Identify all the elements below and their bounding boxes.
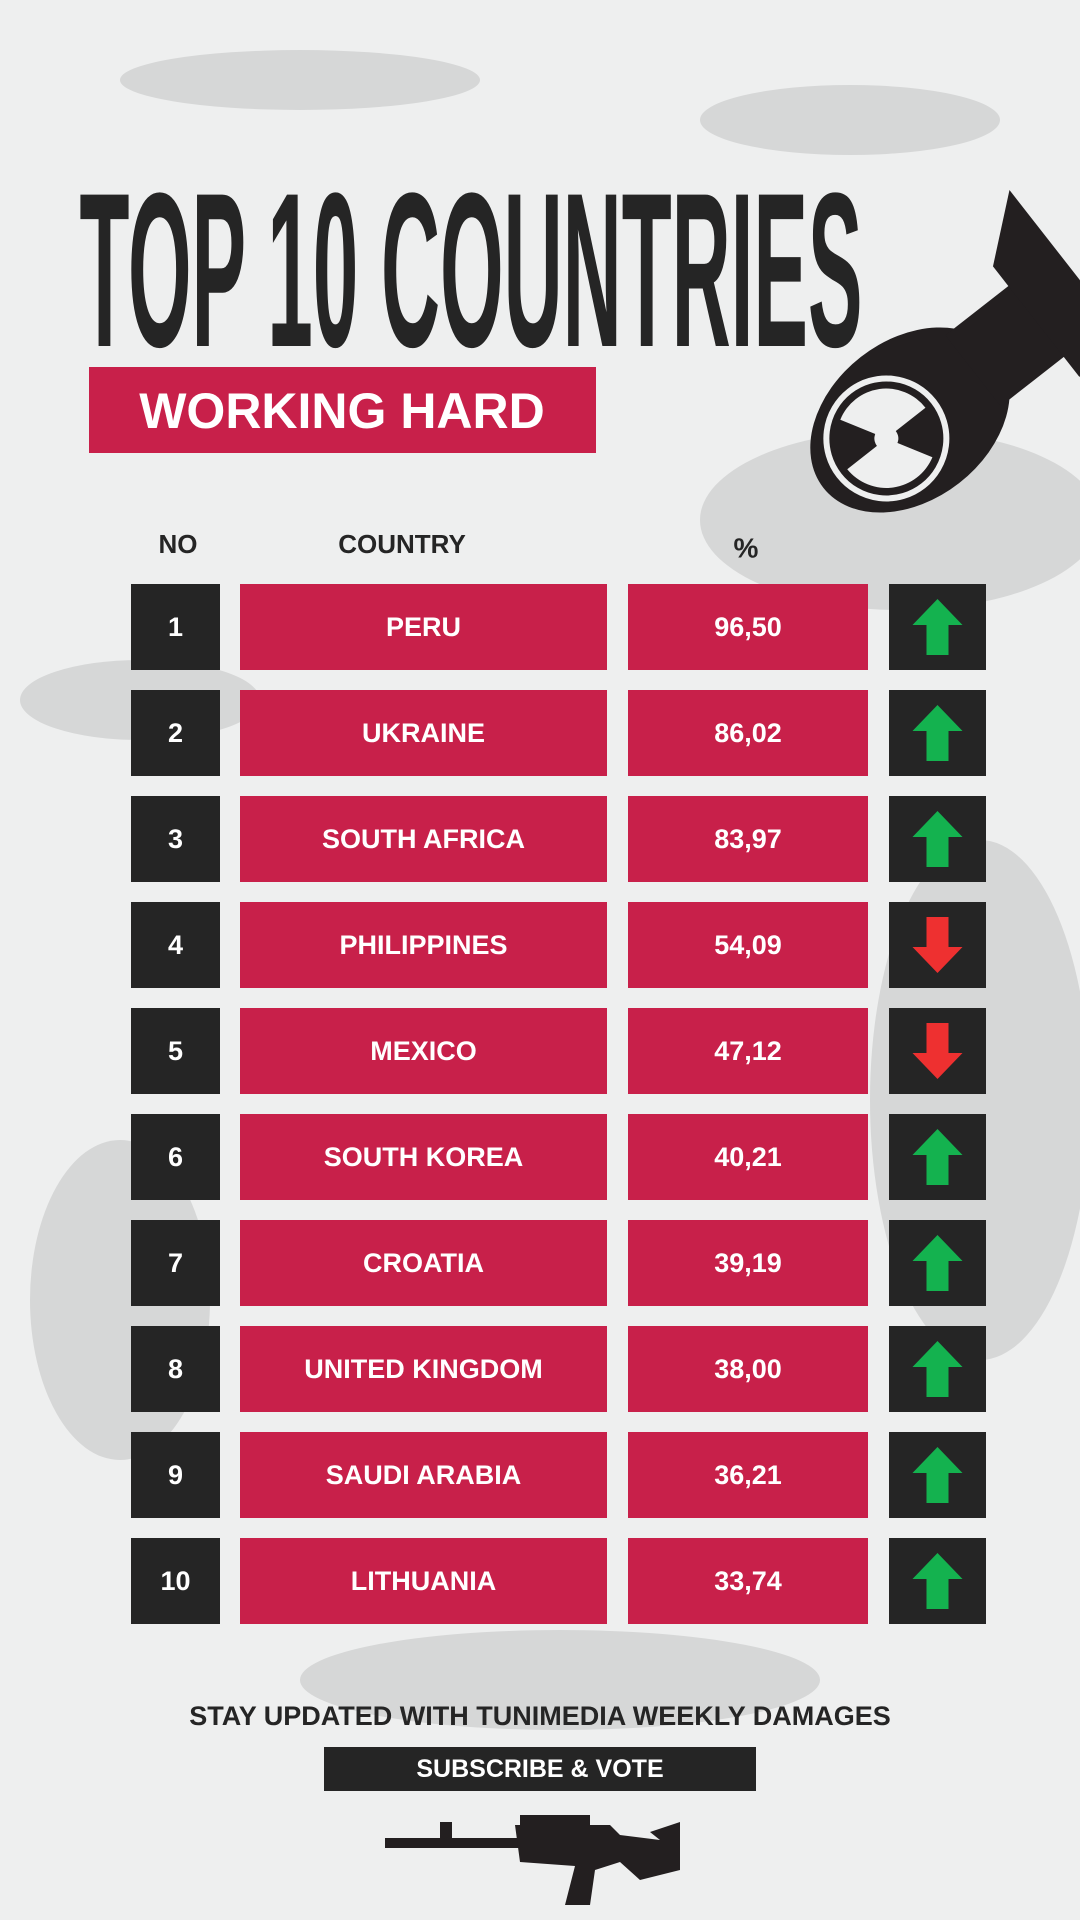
rank: 6 <box>168 1142 183 1172</box>
trend-arrow <box>912 811 963 867</box>
column-header: COUNTRY <box>338 529 466 559</box>
percent-cell <box>628 1114 868 1200</box>
percent: 54,09 <box>714 930 782 960</box>
percent: 47,12 <box>714 1036 782 1066</box>
rank: 10 <box>160 1566 190 1596</box>
rank-cell <box>131 1220 220 1306</box>
rifle-icon <box>385 1815 680 1905</box>
country: LITHUANIA <box>351 1566 496 1596</box>
rank-cell <box>131 796 220 882</box>
percent-cell <box>628 690 868 776</box>
trend-arrow <box>912 1023 963 1079</box>
trend-arrow <box>912 1129 963 1185</box>
percent: 86,02 <box>714 718 782 748</box>
rank: 4 <box>168 930 183 960</box>
trend-arrow <box>912 1553 963 1609</box>
country: CROATIA <box>363 1248 484 1278</box>
table-rows: 1 PERU 96,50 2 UKRAINE 86,02 3 SOUTH AFRICA 83,9… <box>131 584 986 1624</box>
rank: 7 <box>168 1248 183 1278</box>
percent-cell <box>628 796 868 882</box>
country: SOUTH KOREA <box>324 1142 524 1172</box>
percent-cell <box>628 902 868 988</box>
rank-cell <box>131 1538 220 1624</box>
percent-cell <box>628 1538 868 1624</box>
country: MEXICO <box>370 1036 477 1066</box>
column-header: NO <box>159 529 198 559</box>
country: UNITED KINGDOM <box>304 1354 543 1384</box>
rank: 3 <box>168 824 183 854</box>
trend-arrow <box>912 917 963 973</box>
rank: 1 <box>168 612 183 642</box>
trend-arrow <box>912 1235 963 1291</box>
subscribe-label[interactable]: SUBSCRIBE & VOTE <box>416 1755 663 1783</box>
rank-cell <box>131 1008 220 1094</box>
country-cell <box>240 902 607 988</box>
country: SOUTH AFRICA <box>322 824 525 854</box>
country-cell <box>240 1008 607 1094</box>
country-cell <box>240 584 607 670</box>
percent-cell <box>628 1326 868 1412</box>
percent: 38,00 <box>714 1354 782 1384</box>
percent-cell <box>628 1008 868 1094</box>
country-cell <box>240 1114 607 1200</box>
percent: 33,74 <box>714 1566 782 1596</box>
rank-cell <box>131 690 220 776</box>
percent: 40,21 <box>714 1142 782 1172</box>
rank-cell <box>131 584 220 670</box>
rank: 5 <box>168 1036 183 1066</box>
subscribe-button[interactable] <box>324 1747 756 1791</box>
trend-arrow <box>912 599 963 655</box>
subtitle-box <box>89 367 596 453</box>
percent-cell <box>628 1220 868 1306</box>
country-cell <box>240 1326 607 1412</box>
footer-text: STAY UPDATED WITH TUNIMEDIA WEEKLY DAMAG… <box>189 1701 891 1731</box>
percent: 39,19 <box>714 1248 782 1278</box>
trend-arrow <box>912 705 963 761</box>
trend-arrow <box>912 1341 963 1397</box>
trend-arrow <box>912 1447 963 1503</box>
country: PHILIPPINES <box>339 930 507 960</box>
country: UKRAINE <box>362 718 485 748</box>
country: SAUDI ARABIA <box>326 1460 522 1490</box>
percent: 96,50 <box>714 612 782 642</box>
rank: 2 <box>168 718 183 748</box>
rank-cell <box>131 1326 220 1412</box>
country-cell <box>240 1538 607 1624</box>
rank-cell <box>131 1432 220 1518</box>
rank-cell <box>131 902 220 988</box>
title: TOP 10 COUNTRIES <box>80 147 863 393</box>
percent-cell <box>628 1432 868 1518</box>
column-header: % <box>734 533 759 564</box>
rank-cell <box>131 1114 220 1200</box>
country-cell <box>240 1432 607 1518</box>
percent: 36,21 <box>714 1460 782 1490</box>
country-cell <box>240 690 607 776</box>
country-cell <box>240 1220 607 1306</box>
percent: 83,97 <box>714 824 782 854</box>
country-cell <box>240 796 607 882</box>
rank: 8 <box>168 1354 183 1384</box>
country: PERU <box>386 612 461 642</box>
subtitle: WORKING HARD <box>139 383 545 439</box>
rank: 9 <box>168 1460 183 1490</box>
percent-cell <box>628 584 868 670</box>
bomb-icon <box>810 189 1080 513</box>
grunge-texture <box>20 50 1080 1730</box>
